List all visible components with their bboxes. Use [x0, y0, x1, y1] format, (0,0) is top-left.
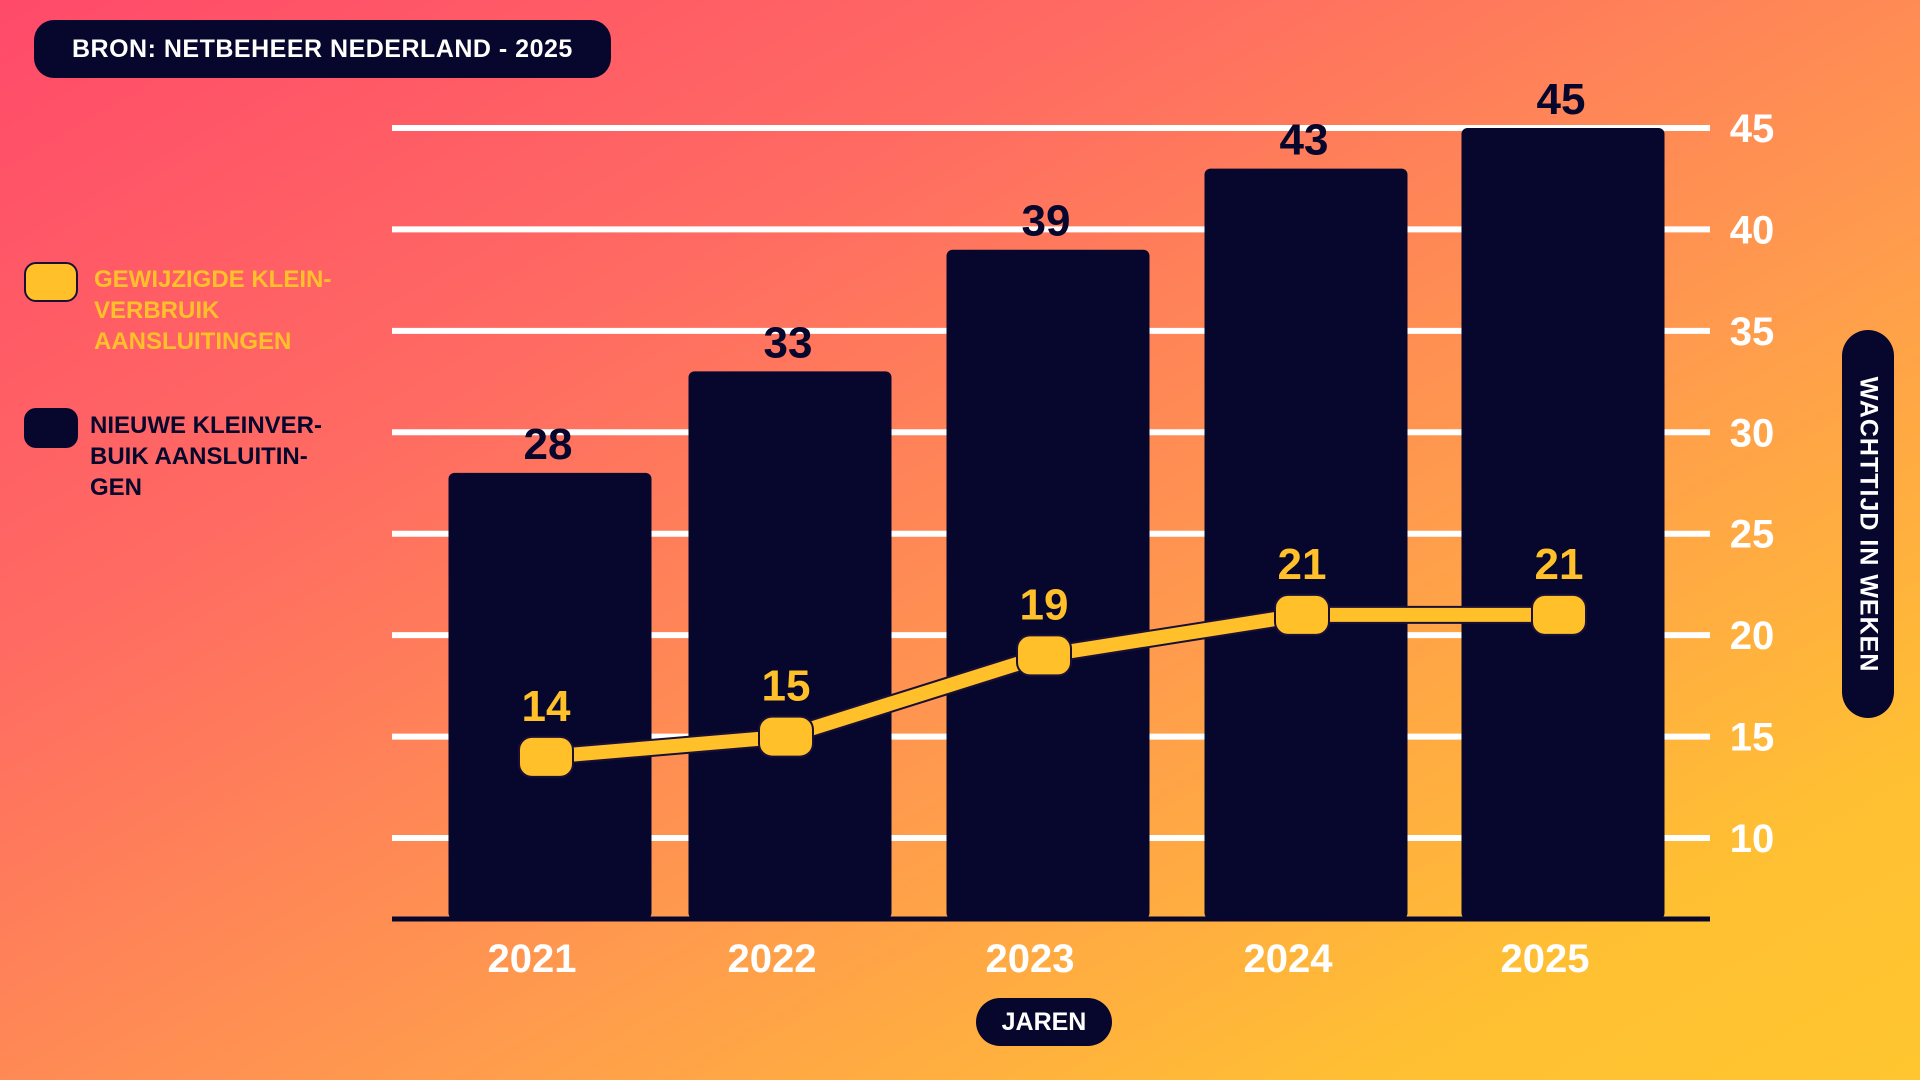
x-tick-label: 2025 [1501, 937, 1590, 981]
legend-swatch-line [24, 262, 78, 302]
y-tick-label: 30 [1730, 411, 1775, 455]
bar-value-label: 43 [1280, 116, 1329, 165]
line-value-label: 15 [762, 662, 811, 711]
line-value-label: 21 [1278, 540, 1327, 589]
y-tick-label: 25 [1730, 513, 1775, 557]
bar-2025 [1461, 128, 1665, 919]
line-value-label: 21 [1535, 540, 1584, 589]
y-axis-title: WACHTTIJD IN WEKEN [1842, 330, 1894, 718]
bar-value-label: 28 [524, 420, 573, 469]
line-value-label: 19 [1020, 580, 1069, 629]
line-point-2022 [758, 715, 814, 758]
legend-label-changed-connections: GEWIJZIGDE KLEIN-VERBRUIK AANSLUITINGEN [94, 266, 332, 355]
legend-swatch-bar [24, 408, 78, 448]
bar-2023 [946, 249, 1150, 919]
legend-item-new-connections: NIEUWE KLEINVER-BUIK AANSLUITIN-GEN [24, 408, 350, 503]
x-axis-title: JAREN [976, 998, 1112, 1046]
line-point-2025 [1531, 593, 1587, 636]
x-tick-label: 2021 [488, 937, 577, 981]
y-tick-label: 40 [1730, 208, 1775, 252]
line-point-2024 [1274, 593, 1330, 636]
bar-2021 [448, 472, 652, 919]
y-axis-title-text: WACHTTIJD IN WEKEN [1854, 376, 1883, 672]
y-tick-label: 45 [1730, 107, 1775, 151]
bar-2024 [1204, 168, 1408, 920]
y-tick-label: 35 [1730, 310, 1775, 354]
line-value-label: 14 [522, 682, 571, 731]
line-point-2021 [518, 735, 574, 778]
x-tick-label: 2022 [728, 937, 817, 981]
bar-value-label: 45 [1537, 75, 1586, 124]
x-tick-label: 2023 [986, 937, 1075, 981]
y-tick-label: 15 [1730, 716, 1775, 760]
legend-label-new-connections: NIEUWE KLEINVER-BUIK AANSLUITIN-GEN [90, 412, 323, 501]
bar-2022 [688, 371, 892, 919]
y-tick-label: 20 [1730, 614, 1775, 658]
x-tick-label: 2024 [1244, 937, 1334, 981]
source-badge: BRON: NETBEHEER NEDERLAND - 2025 [34, 20, 611, 78]
bar-value-label: 33 [764, 318, 813, 367]
y-tick-label: 10 [1730, 817, 1775, 861]
line-point-2023 [1016, 634, 1072, 677]
legend-item-changed-connections: GEWIJZIGDE KLEIN-VERBRUIK AANSLUITINGEN [24, 262, 354, 357]
bar-value-label: 39 [1022, 197, 1071, 246]
